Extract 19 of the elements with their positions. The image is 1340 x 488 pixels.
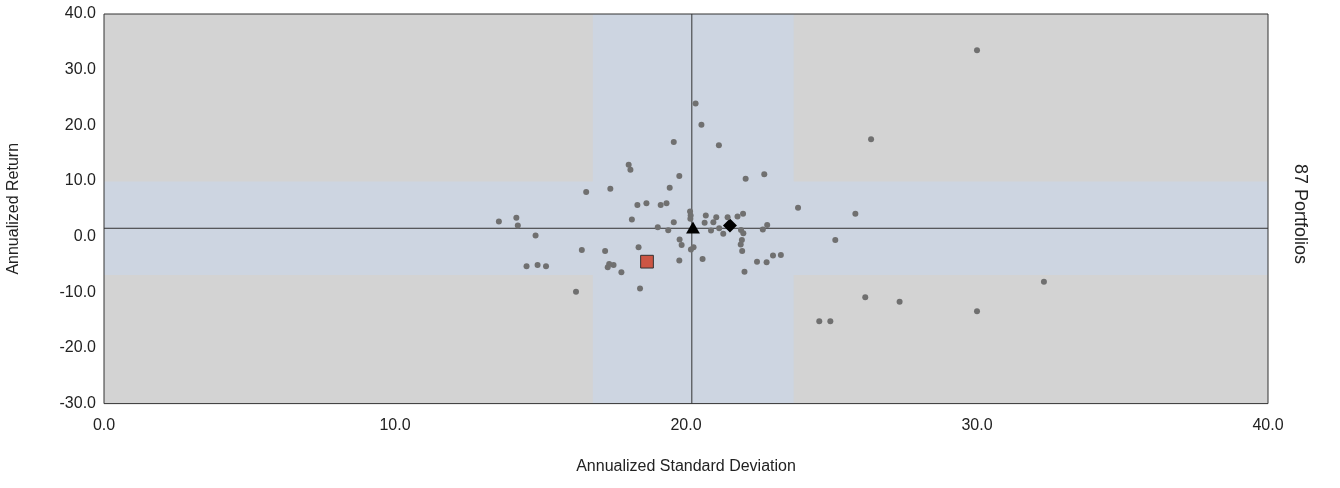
y-tick-label: -10.0	[59, 282, 97, 300]
x-tick-label: 40.0	[1252, 415, 1284, 433]
y-tick-label: -20.0	[59, 338, 97, 356]
y-tick-label: -30.0	[59, 394, 97, 412]
x-tick-label: 0.0	[92, 415, 116, 433]
point	[640, 254, 654, 269]
point	[686, 221, 700, 234]
y-tick-label: 10.0	[64, 171, 97, 189]
x-tick-label: 10.0	[379, 415, 411, 433]
y-tick-label: 40.0	[64, 4, 97, 22]
y-tick-label: 0.0	[73, 227, 97, 245]
text: 87 Portfolios	[1289, 163, 1311, 265]
x-axis-title: Annualized Standard Deviation	[576, 456, 796, 474]
x-tick-label: 20.0	[670, 415, 702, 433]
point	[722, 218, 737, 233]
y-tick-label: 30.0	[64, 60, 97, 78]
y-tick-label: 20.0	[64, 115, 97, 133]
y-axis-title: Annualized Return	[4, 142, 22, 275]
x-tick-label: 30.0	[961, 415, 993, 433]
